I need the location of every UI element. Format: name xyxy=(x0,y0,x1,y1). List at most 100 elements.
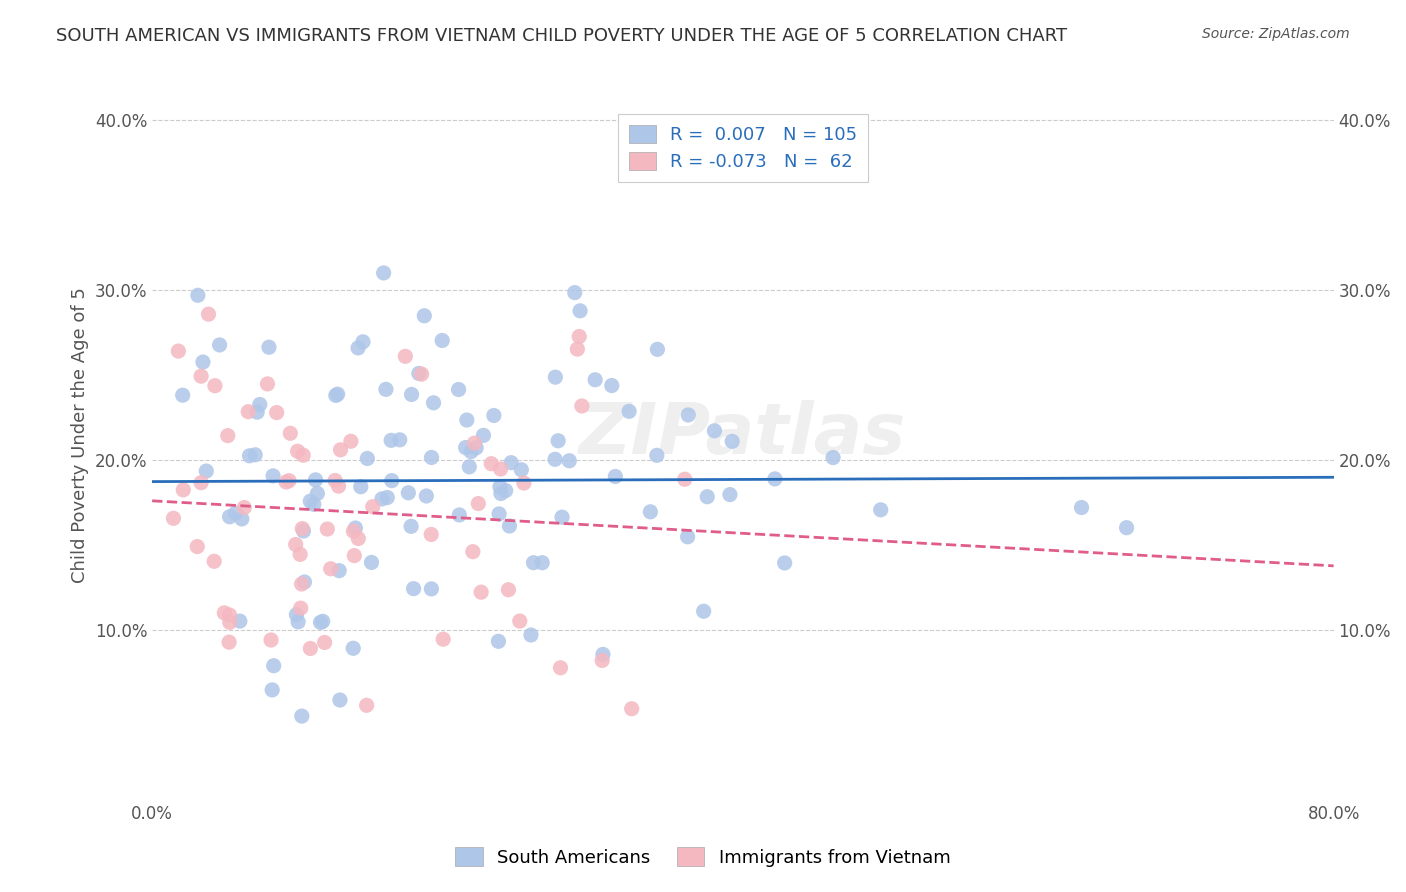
Point xyxy=(375,491,398,505)
Text: Source: ZipAtlas.com: Source: ZipAtlas.com xyxy=(1202,27,1350,41)
Point xyxy=(187,288,209,302)
Point xyxy=(218,635,240,649)
Point xyxy=(291,709,314,723)
Legend: R =  0.007   N = 105, R = -0.073   N =  62: R = 0.007 N = 105, R = -0.073 N = 62 xyxy=(617,114,868,182)
Point xyxy=(329,442,352,457)
Point xyxy=(195,464,218,478)
Point xyxy=(284,537,307,551)
Point xyxy=(402,582,425,596)
Point xyxy=(520,628,543,642)
Point xyxy=(278,426,301,441)
Point xyxy=(343,549,366,563)
Point xyxy=(278,474,301,488)
Point xyxy=(260,633,283,648)
Point xyxy=(231,512,253,526)
Point xyxy=(567,342,589,356)
Point xyxy=(1070,500,1092,515)
Point xyxy=(773,556,796,570)
Point xyxy=(467,497,489,511)
Point xyxy=(238,449,260,463)
Point xyxy=(202,554,225,568)
Text: ZIPatlas: ZIPatlas xyxy=(579,401,907,469)
Point xyxy=(449,508,471,522)
Point xyxy=(290,601,312,615)
Y-axis label: Child Poverty Under the Age of 5: Child Poverty Under the Age of 5 xyxy=(72,286,89,582)
Point xyxy=(302,497,325,511)
Point xyxy=(292,448,315,462)
Point xyxy=(482,409,505,423)
Point xyxy=(461,544,484,558)
Point xyxy=(342,524,364,538)
Point xyxy=(673,472,696,486)
Point xyxy=(361,500,384,514)
Point xyxy=(172,388,194,402)
Point xyxy=(396,485,419,500)
Point xyxy=(592,648,614,662)
Point xyxy=(371,491,394,506)
Point xyxy=(551,510,574,524)
Point xyxy=(678,408,700,422)
Point xyxy=(218,608,240,623)
Point xyxy=(388,433,411,447)
Point xyxy=(501,456,523,470)
Point xyxy=(229,614,252,628)
Point xyxy=(489,480,512,494)
Point xyxy=(1115,521,1137,535)
Point xyxy=(420,450,443,465)
Point xyxy=(208,338,231,352)
Point xyxy=(408,367,430,381)
Point xyxy=(249,397,271,411)
Point xyxy=(513,476,536,491)
Point xyxy=(291,522,314,536)
Point xyxy=(325,388,347,402)
Point xyxy=(522,556,544,570)
Point xyxy=(472,428,495,442)
Point xyxy=(214,606,236,620)
Point xyxy=(605,469,627,483)
Point xyxy=(328,479,350,493)
Point xyxy=(569,303,592,318)
Point xyxy=(190,475,212,490)
Point xyxy=(316,522,339,536)
Legend: South Americans, Immigrants from Vietnam: South Americans, Immigrants from Vietnam xyxy=(449,840,957,874)
Point xyxy=(276,475,298,489)
Point xyxy=(340,434,363,449)
Point xyxy=(394,349,416,363)
Point xyxy=(413,309,436,323)
Point xyxy=(314,635,336,649)
Point xyxy=(217,428,239,442)
Point xyxy=(243,448,266,462)
Point xyxy=(489,462,512,476)
Point xyxy=(591,653,613,667)
Point xyxy=(257,340,280,354)
Point xyxy=(294,574,316,589)
Point xyxy=(432,334,454,348)
Point xyxy=(463,436,485,450)
Point xyxy=(869,503,891,517)
Point xyxy=(721,434,744,449)
Point xyxy=(692,604,714,618)
Point xyxy=(703,424,725,438)
Point xyxy=(262,682,284,697)
Point xyxy=(447,383,470,397)
Point xyxy=(233,500,256,515)
Point xyxy=(225,506,247,520)
Point xyxy=(190,369,212,384)
Point xyxy=(544,370,567,384)
Point xyxy=(356,451,378,466)
Point xyxy=(299,494,322,508)
Point xyxy=(432,632,454,647)
Point xyxy=(696,490,718,504)
Point xyxy=(564,285,586,300)
Point xyxy=(347,532,370,546)
Point xyxy=(640,505,662,519)
Point xyxy=(547,434,569,448)
Point xyxy=(531,556,554,570)
Point xyxy=(550,661,572,675)
Point xyxy=(329,693,352,707)
Point xyxy=(312,615,335,629)
Point xyxy=(262,468,284,483)
Point xyxy=(617,404,640,418)
Point xyxy=(509,614,531,628)
Point xyxy=(238,405,260,419)
